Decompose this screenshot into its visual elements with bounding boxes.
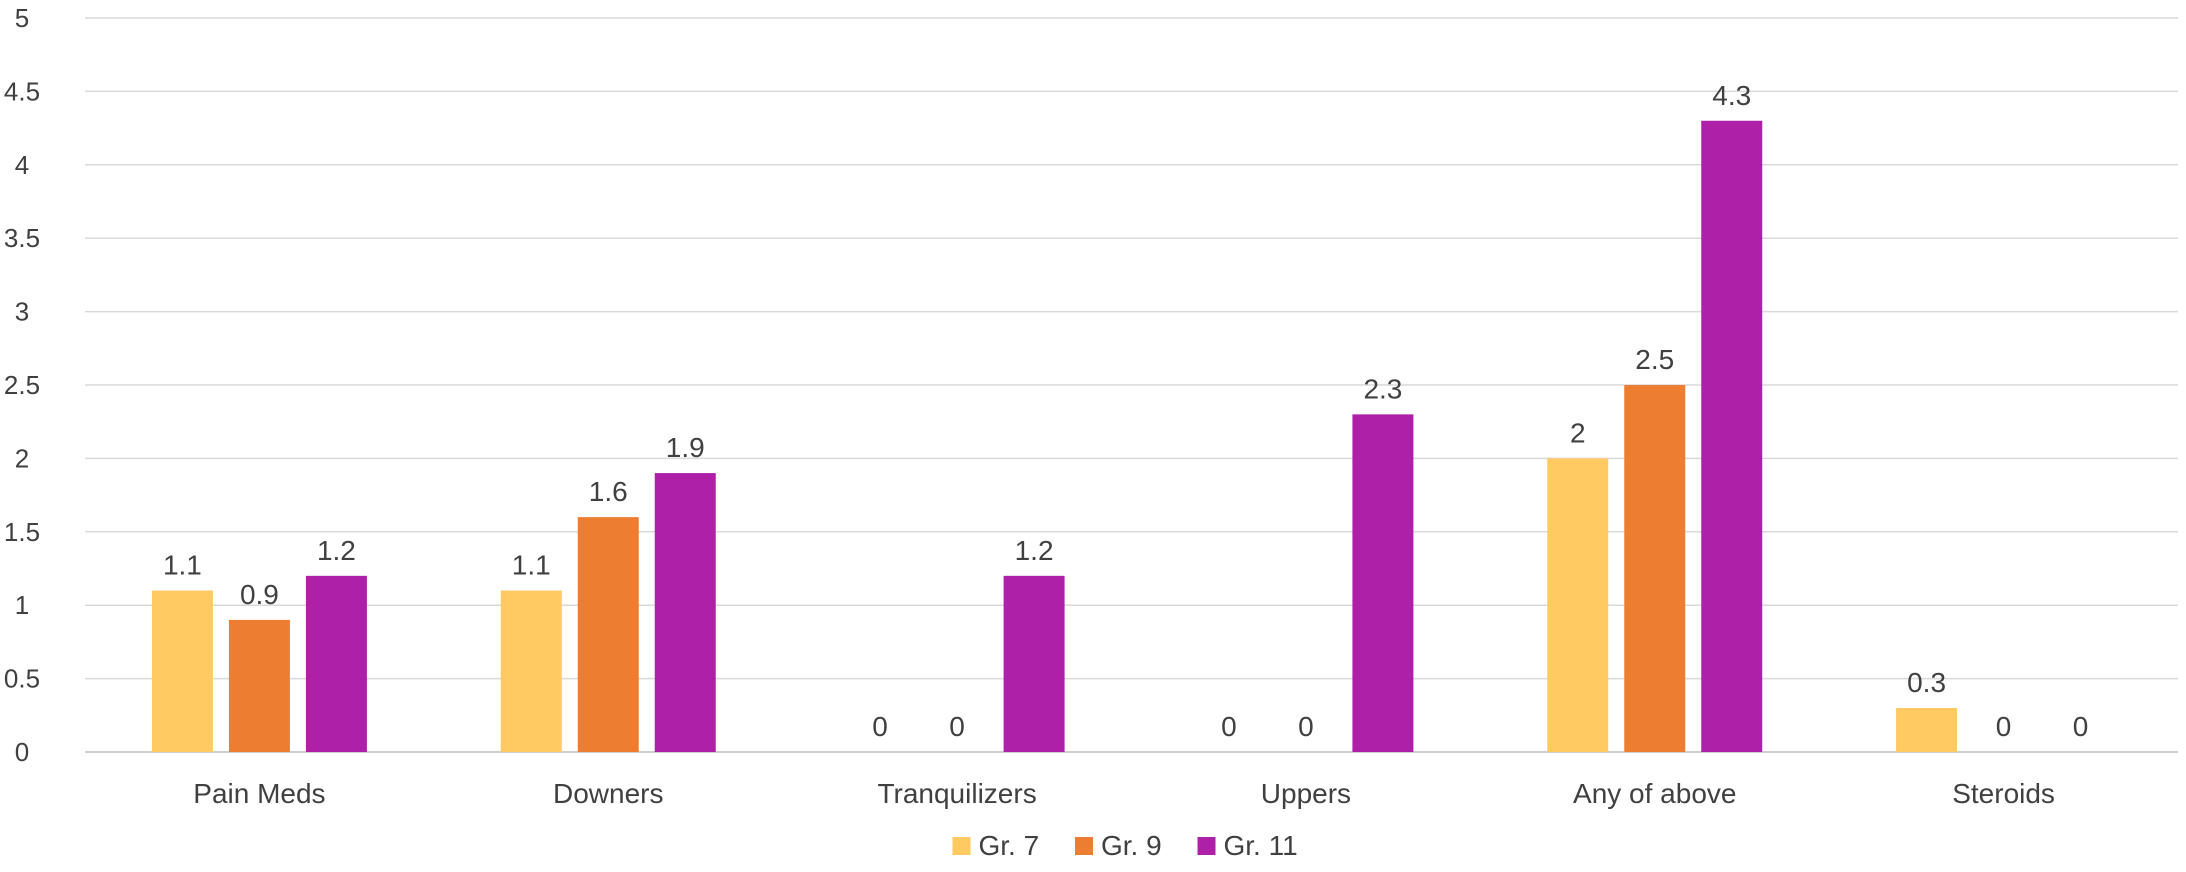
y-tick-label: 1.5	[4, 517, 40, 547]
bar-gr-7-steroids	[1896, 707, 1958, 752]
legend-swatch	[1197, 837, 1216, 855]
category-label: Tranquilizers	[877, 778, 1036, 809]
y-axis-ticks: 0 0.5 1 1.5 2 2.5 3 3.5 4 4.5 5	[4, 3, 40, 767]
data-label: 2	[1570, 417, 1586, 448]
bar-gr-11-downers	[654, 473, 716, 752]
data-label: 0.9	[240, 579, 279, 610]
y-tick-label: 2.5	[4, 370, 40, 400]
data-label: 2.5	[1635, 344, 1674, 375]
data-label: 1.6	[589, 476, 628, 507]
legend: Gr. 7 Gr. 9 Gr. 11	[952, 830, 1298, 861]
bar-gr-7-pain-meds	[151, 590, 213, 752]
bar-gr-9-downers	[577, 517, 639, 752]
y-tick-label: 3	[15, 297, 29, 327]
data-label: 4.3	[1712, 80, 1751, 111]
bars	[151, 120, 1958, 752]
data-label: 0	[1221, 711, 1237, 742]
category-label: Uppers	[1261, 778, 1351, 809]
bar-gr-11-uppers	[1352, 414, 1414, 752]
legend-label: Gr. 11	[1224, 830, 1298, 861]
legend-swatch	[952, 837, 971, 855]
y-tick-label: 5	[15, 3, 29, 33]
legend-swatch	[1075, 837, 1093, 855]
y-tick-label: 1	[15, 590, 29, 620]
data-labels: 1.1 0.9 1.2 1.1 1.6 1.9 0 0 1.2 0 0 2.3 2 2.5 4.3 0.3 0 0	[163, 80, 2088, 742]
legend-label: Gr. 9	[1101, 830, 1162, 861]
data-label: 1.2	[1015, 535, 1054, 566]
bar-gr-11-tranquilizers	[1003, 575, 1065, 752]
data-label: 0	[1298, 711, 1314, 742]
data-label: 1.9	[666, 432, 705, 463]
bar-gr-11-any-of-above	[1701, 120, 1763, 752]
data-label: 0	[872, 711, 888, 742]
y-tick-label: 0	[15, 737, 29, 767]
bar-gr-9-any-of-above	[1624, 385, 1686, 752]
legend-label: Gr. 7	[979, 830, 1040, 861]
category-label: Any of above	[1573, 778, 1736, 809]
x-axis-categories: Pain Meds Downers Tranquilizers Uppers Any o…	[193, 778, 2055, 809]
data-label: 0	[949, 711, 965, 742]
y-tick-label: 4	[15, 150, 29, 180]
data-label: 1.1	[512, 550, 551, 581]
y-tick-label: 4.5	[4, 76, 40, 106]
bar-gr-11-pain-meds	[305, 575, 367, 752]
category-label: Steroids	[1952, 778, 2055, 809]
bar-gr-7-any-of-above	[1547, 458, 1609, 752]
bar-gr-7-downers	[500, 590, 562, 752]
bar-gr-9-pain-meds	[228, 619, 290, 752]
data-label: 0	[2073, 711, 2089, 742]
gridlines	[85, 17, 2178, 753]
y-tick-label: 2	[15, 443, 29, 473]
category-label: Pain Meds	[193, 778, 325, 809]
category-label: Downers	[553, 778, 663, 809]
data-label: 0.3	[1907, 667, 1946, 698]
y-tick-label: 0.5	[4, 664, 40, 694]
data-label: 0	[1996, 711, 2012, 742]
y-tick-label: 3.5	[4, 223, 40, 253]
data-label: 1.2	[317, 535, 356, 566]
data-label: 1.1	[163, 550, 202, 581]
data-label: 2.3	[1363, 373, 1402, 404]
